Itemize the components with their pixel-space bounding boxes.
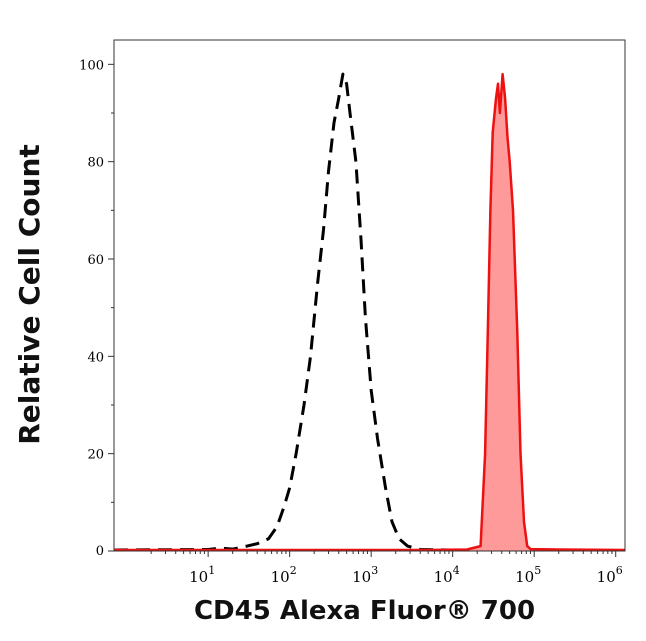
y-tick-label: 0 <box>96 544 104 559</box>
series-2-line <box>114 72 626 552</box>
x-tick-label: 102 <box>271 564 297 586</box>
x-axis: 101 102 103 104 105 106 <box>150 551 623 586</box>
plot-frame <box>113 39 626 552</box>
x-tick-label: 104 <box>434 564 460 586</box>
series-layer <box>113 72 626 552</box>
y-tick-label: 80 <box>87 156 104 171</box>
x-tick-label: 106 <box>597 564 623 586</box>
plot-area <box>113 39 626 552</box>
x-axis-title: CD45 Alexa Fluor® 700 <box>194 596 535 626</box>
x-tick-label: 103 <box>352 564 378 586</box>
y-tick-label: 20 <box>87 448 104 463</box>
x-tick-label: 105 <box>515 564 541 586</box>
y-tick-label: 100 <box>79 58 104 73</box>
series-2-fill <box>114 74 625 551</box>
y-axis: 0 20 40 60 80 100 <box>79 58 114 559</box>
series-1-line <box>113 72 453 552</box>
y-tick-label: 60 <box>87 253 104 268</box>
y-tick-label: 40 <box>87 350 104 365</box>
x-tick-label: 101 <box>189 564 215 586</box>
y-axis-title: Relative Cell Count <box>13 144 46 445</box>
